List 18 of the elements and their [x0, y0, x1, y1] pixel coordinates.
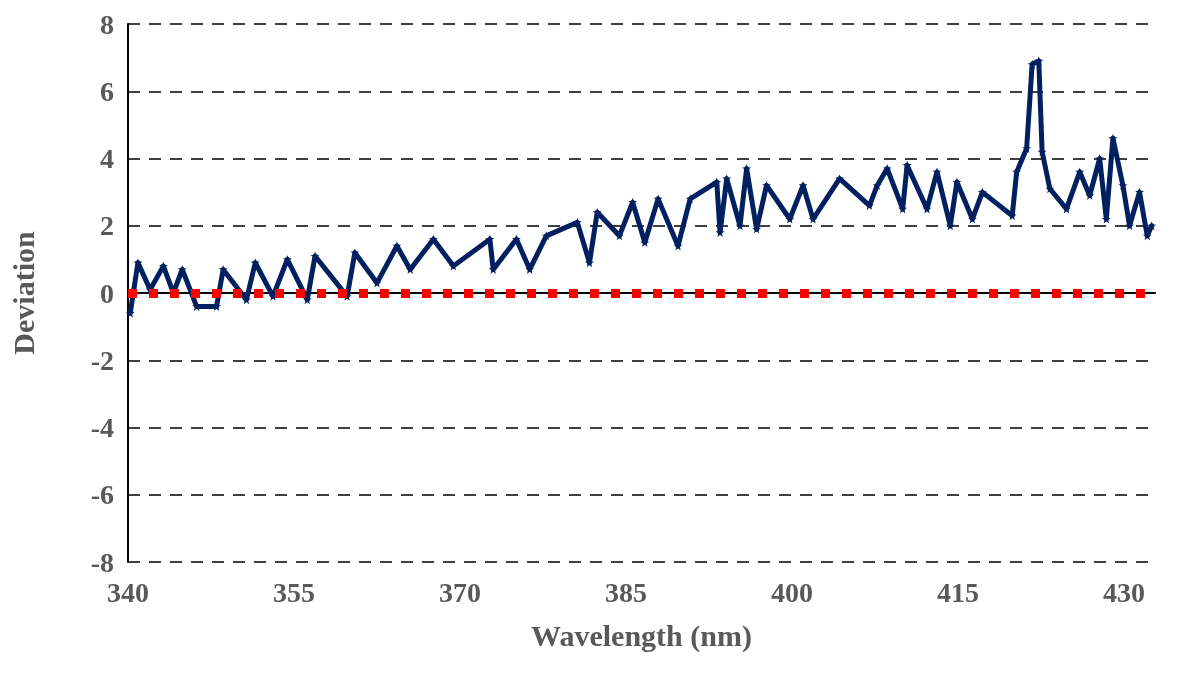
y-tick-label: 0: [100, 277, 114, 309]
y-axis-title: Deviation: [6, 231, 40, 355]
x-axis-title: Wavelength (nm): [531, 618, 752, 653]
x-tick-label: 430: [1103, 576, 1146, 608]
y-tick-label: 2: [100, 210, 114, 242]
x-tick-label: 400: [771, 576, 814, 608]
y-tick-label: -4: [90, 412, 114, 443]
y-tick-label: -6: [90, 479, 114, 511]
x-tick-label: 355: [273, 576, 315, 608]
x-tick-label: 340: [107, 576, 149, 608]
y-tick-label: -8: [90, 546, 114, 578]
y-tick-label: 6: [100, 75, 114, 107]
x-tick-label: 385: [605, 576, 648, 608]
x-tick-label: 415: [937, 576, 980, 608]
x-tick-label: 370: [439, 576, 481, 608]
y-tick-label: 4: [100, 143, 114, 174]
y-tick-label: 8: [100, 8, 114, 40]
y-tick-label: -2: [90, 344, 114, 376]
